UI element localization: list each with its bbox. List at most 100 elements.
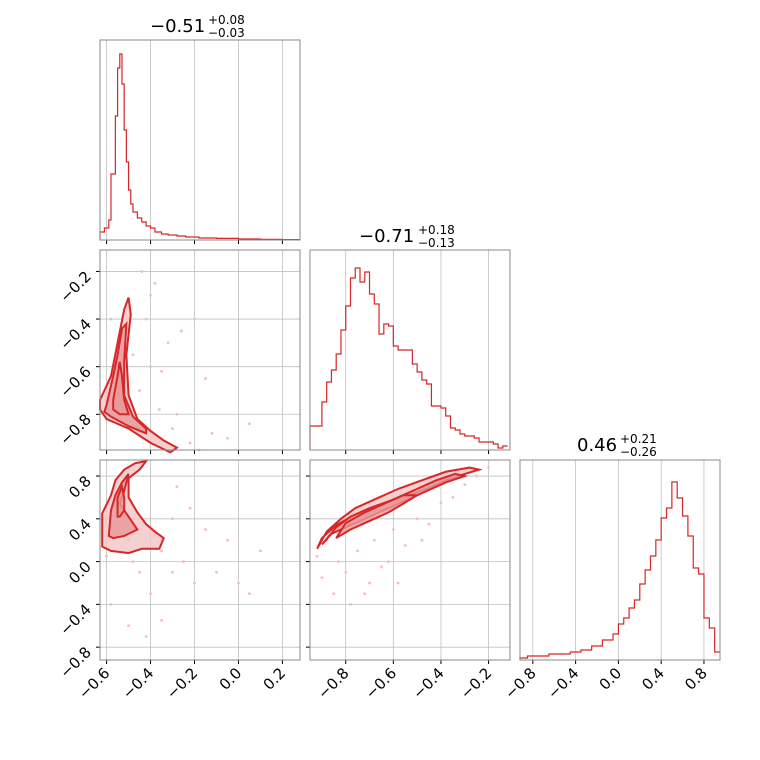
panel-20-point-7 [193, 581, 196, 585]
title-p2: 0.46 [577, 435, 617, 456]
panel-22-xlabel-3: 0.4 [638, 664, 668, 694]
panel-10-frame [99, 249, 301, 451]
panel-20-point-16 [160, 619, 163, 622]
panel-20-xlabel-4: 0.2 [260, 664, 290, 694]
panel-20-contour-level-2 [116, 483, 126, 518]
title-p2-sub: −0.26 [620, 445, 657, 459]
panel-00-frame [99, 39, 301, 241]
panels-group: −0.2−0.4−0.6−0.80.80.40.0−0.4−0.8−0.6 −0.… [56, 39, 721, 703]
panel-10-point-7 [160, 370, 163, 373]
panel-21-point-6 [368, 581, 371, 585]
panel-21-point-4 [349, 602, 352, 606]
panel-20-point-15 [144, 635, 148, 638]
panel-21-point-21 [387, 560, 390, 564]
panel-20-point-6 [182, 560, 185, 564]
panel-10-point-15 [248, 422, 251, 426]
panel-10-point-9 [175, 412, 179, 416]
panel-10-point-24 [193, 317, 196, 321]
panel-21-point-23 [420, 538, 424, 542]
title-p0-main: −0.51 [150, 16, 205, 37]
panel-21-point-3 [344, 570, 348, 574]
panel-20-ylabel-2: 0.0 [65, 558, 95, 588]
panel-21-point-14 [451, 496, 455, 499]
panel-20-point-3 [149, 592, 152, 596]
panel-20-ylabel-3: −0.4 [56, 600, 94, 638]
panel-10-point-6 [153, 281, 157, 285]
panel-10-point-19 [157, 408, 161, 411]
panel-21-point-10 [403, 544, 407, 547]
panel-21-point-9 [391, 528, 395, 531]
panel-20-point-18 [105, 554, 108, 558]
panel-10-ylabel-2: −0.6 [56, 363, 94, 401]
panel-10-point-5 [149, 293, 152, 297]
panel-21-point-5 [356, 549, 360, 553]
panel-21-point-0 [315, 554, 319, 558]
panel-10-ylabel-3: −0.8 [56, 410, 94, 448]
panel-21-frame [309, 459, 511, 661]
panel-21-point-20 [363, 592, 367, 596]
panel-20-frame [99, 459, 301, 661]
panel-21-point-8 [380, 565, 383, 569]
panel-20-ylabel-1: 0.4 [65, 515, 95, 545]
panel-10-point-14 [226, 436, 229, 440]
panel-21-point-17 [487, 466, 490, 469]
panel-10-ylabel-0: −0.2 [56, 268, 94, 306]
panel-20-point-9 [215, 570, 218, 574]
panel-11-frame [309, 249, 511, 451]
panel-21-point-1 [320, 576, 324, 580]
panel-21-point-22 [396, 581, 400, 585]
title-p0-sub: −0.03 [208, 26, 245, 40]
title-p0-sup: +0.08 [208, 13, 245, 27]
panel-20-point-11 [248, 592, 251, 596]
panel-21-point-19 [337, 560, 340, 564]
panel-21-point-16 [475, 474, 479, 478]
panel-20-point-21 [237, 581, 240, 585]
panel-21-point-7 [372, 538, 376, 542]
panel-22-xlabel-4: 0.8 [681, 664, 711, 694]
panel-20-point-10 [226, 538, 229, 542]
panel-20-xlabel-1: −0.4 [119, 664, 157, 702]
panel-10-point-11 [188, 441, 192, 445]
panel-20-point-5 [171, 517, 174, 521]
panel-21-xlabel-3: −0.2 [457, 664, 495, 702]
panel-22-frame [519, 459, 721, 661]
panel-10-point-17 [109, 317, 113, 321]
title-p1-sup: +0.18 [418, 223, 455, 237]
panel-21-xlabel-2: −0.4 [409, 664, 447, 702]
panel-21-point-2 [332, 592, 336, 596]
title-p0: −0.51 [150, 16, 205, 37]
title-p2-sup: +0.21 [620, 432, 657, 446]
panel-20-point-14 [127, 624, 130, 628]
panel-10-point-10 [179, 329, 183, 333]
panel-21-contour-level-2 [335, 494, 421, 539]
panel-10-ylabel-1: −0.4 [56, 315, 94, 353]
panel-21-point-12 [427, 522, 431, 526]
panel-21-xlabel-1: −0.6 [362, 664, 400, 702]
panel-22-xlabel-1: −0.4 [544, 664, 582, 702]
panel-21-point-15 [463, 483, 467, 486]
panel-10-point-3 [138, 389, 141, 392]
panel-20-point-2 [138, 570, 141, 574]
panel-10-point-8 [166, 341, 170, 345]
panel-10-point-4 [144, 317, 148, 321]
title-p1: −0.71 [359, 226, 414, 247]
panel-10-point-21 [204, 377, 207, 380]
panel-21-point-13 [439, 501, 443, 505]
panel-10-contour-level-2 [112, 361, 130, 416]
panel-20-point-22 [131, 560, 135, 564]
panel-21-xlabel-0: −0.8 [314, 664, 352, 702]
panel-20-point-4 [160, 549, 163, 553]
panel-21-point-11 [415, 517, 419, 521]
panel-20-xlabel-3: 0.0 [216, 664, 246, 694]
panel-22-histogram-step [519, 481, 720, 660]
panel-20-point-12 [259, 549, 262, 553]
panel-10-point-16 [140, 270, 144, 273]
panel-10-point-20 [171, 427, 174, 430]
panel-20-xlabel-2: −0.2 [163, 664, 201, 702]
title-p1-main: −0.71 [359, 226, 414, 247]
panel-10-point-2 [131, 353, 135, 357]
panel-10-point-13 [210, 431, 214, 435]
panel-22-xlabel-2: 0.0 [596, 664, 626, 694]
panel-20-point-8 [204, 528, 207, 531]
